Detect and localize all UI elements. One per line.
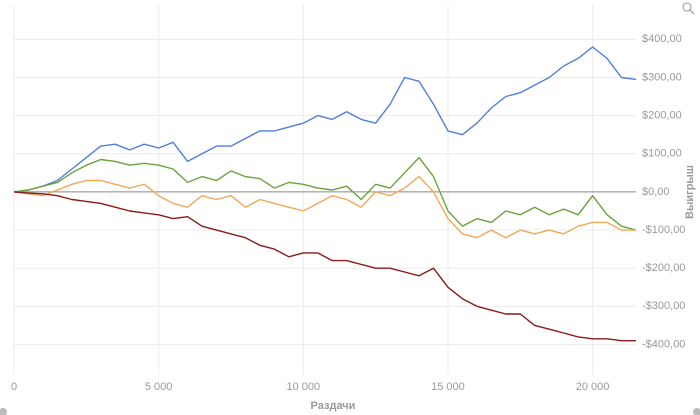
line-series — [13, 175, 636, 239]
x-tick-label: 5 000 — [145, 381, 173, 393]
x-tick-label: 0 — [11, 381, 17, 393]
settings-icon[interactable] — [693, 408, 700, 415]
y-tick-label: -$300,00 — [642, 300, 685, 312]
y-tick-label: $200,00 — [642, 110, 682, 122]
x-axis-title: Раздачи — [311, 400, 356, 412]
y-tick-label: $0,00 — [642, 186, 670, 198]
line-series — [13, 156, 637, 231]
y-tick-label: $100,00 — [642, 148, 682, 160]
y-tick-label: -$400,00 — [642, 338, 685, 350]
y-axis-title: Выигрыш — [684, 165, 696, 219]
x-tick-label: 20 000 — [576, 381, 610, 393]
line-series — [13, 191, 636, 342]
line-series — [13, 46, 637, 193]
y-tick-label: $400,00 — [642, 33, 682, 45]
settings-icon[interactable] — [0, 408, 7, 415]
y-tick-label: -$200,00 — [642, 262, 685, 274]
x-tick-label: 10 000 — [286, 381, 320, 393]
y-tick-label: -$100,00 — [642, 224, 685, 236]
y-tick-label: $300,00 — [642, 71, 682, 83]
zoom-icon[interactable] — [682, 2, 695, 15]
x-tick-label: 15 000 — [431, 381, 465, 393]
